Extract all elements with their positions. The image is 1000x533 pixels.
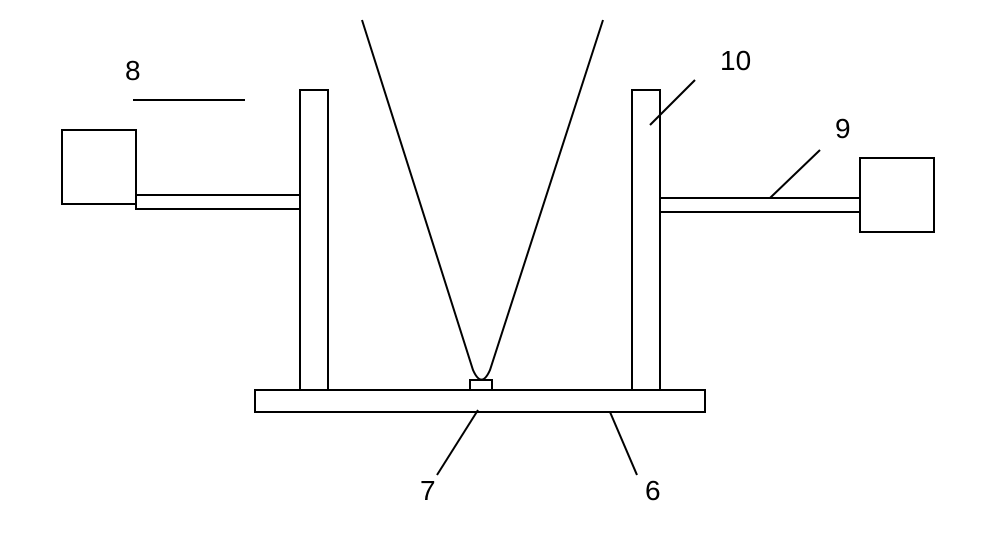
technical-diagram: 6 7 8 9 10	[0, 0, 1000, 533]
small-block	[470, 380, 492, 390]
post-right	[632, 90, 660, 390]
label-10: 10	[720, 45, 751, 76]
leader-6	[610, 412, 637, 475]
label-7: 7	[420, 475, 436, 506]
label-9: 9	[835, 113, 851, 144]
post-left	[300, 90, 328, 390]
label-6: 6	[645, 475, 661, 506]
rod-right	[660, 198, 860, 212]
leader-9	[770, 150, 820, 198]
base-plate	[255, 390, 705, 412]
leader-10	[650, 80, 695, 125]
square-left	[62, 130, 136, 204]
v-curve	[362, 20, 603, 380]
rod-left	[136, 195, 300, 209]
leader-7	[437, 410, 478, 475]
label-8: 8	[125, 55, 141, 86]
square-right	[860, 158, 934, 232]
